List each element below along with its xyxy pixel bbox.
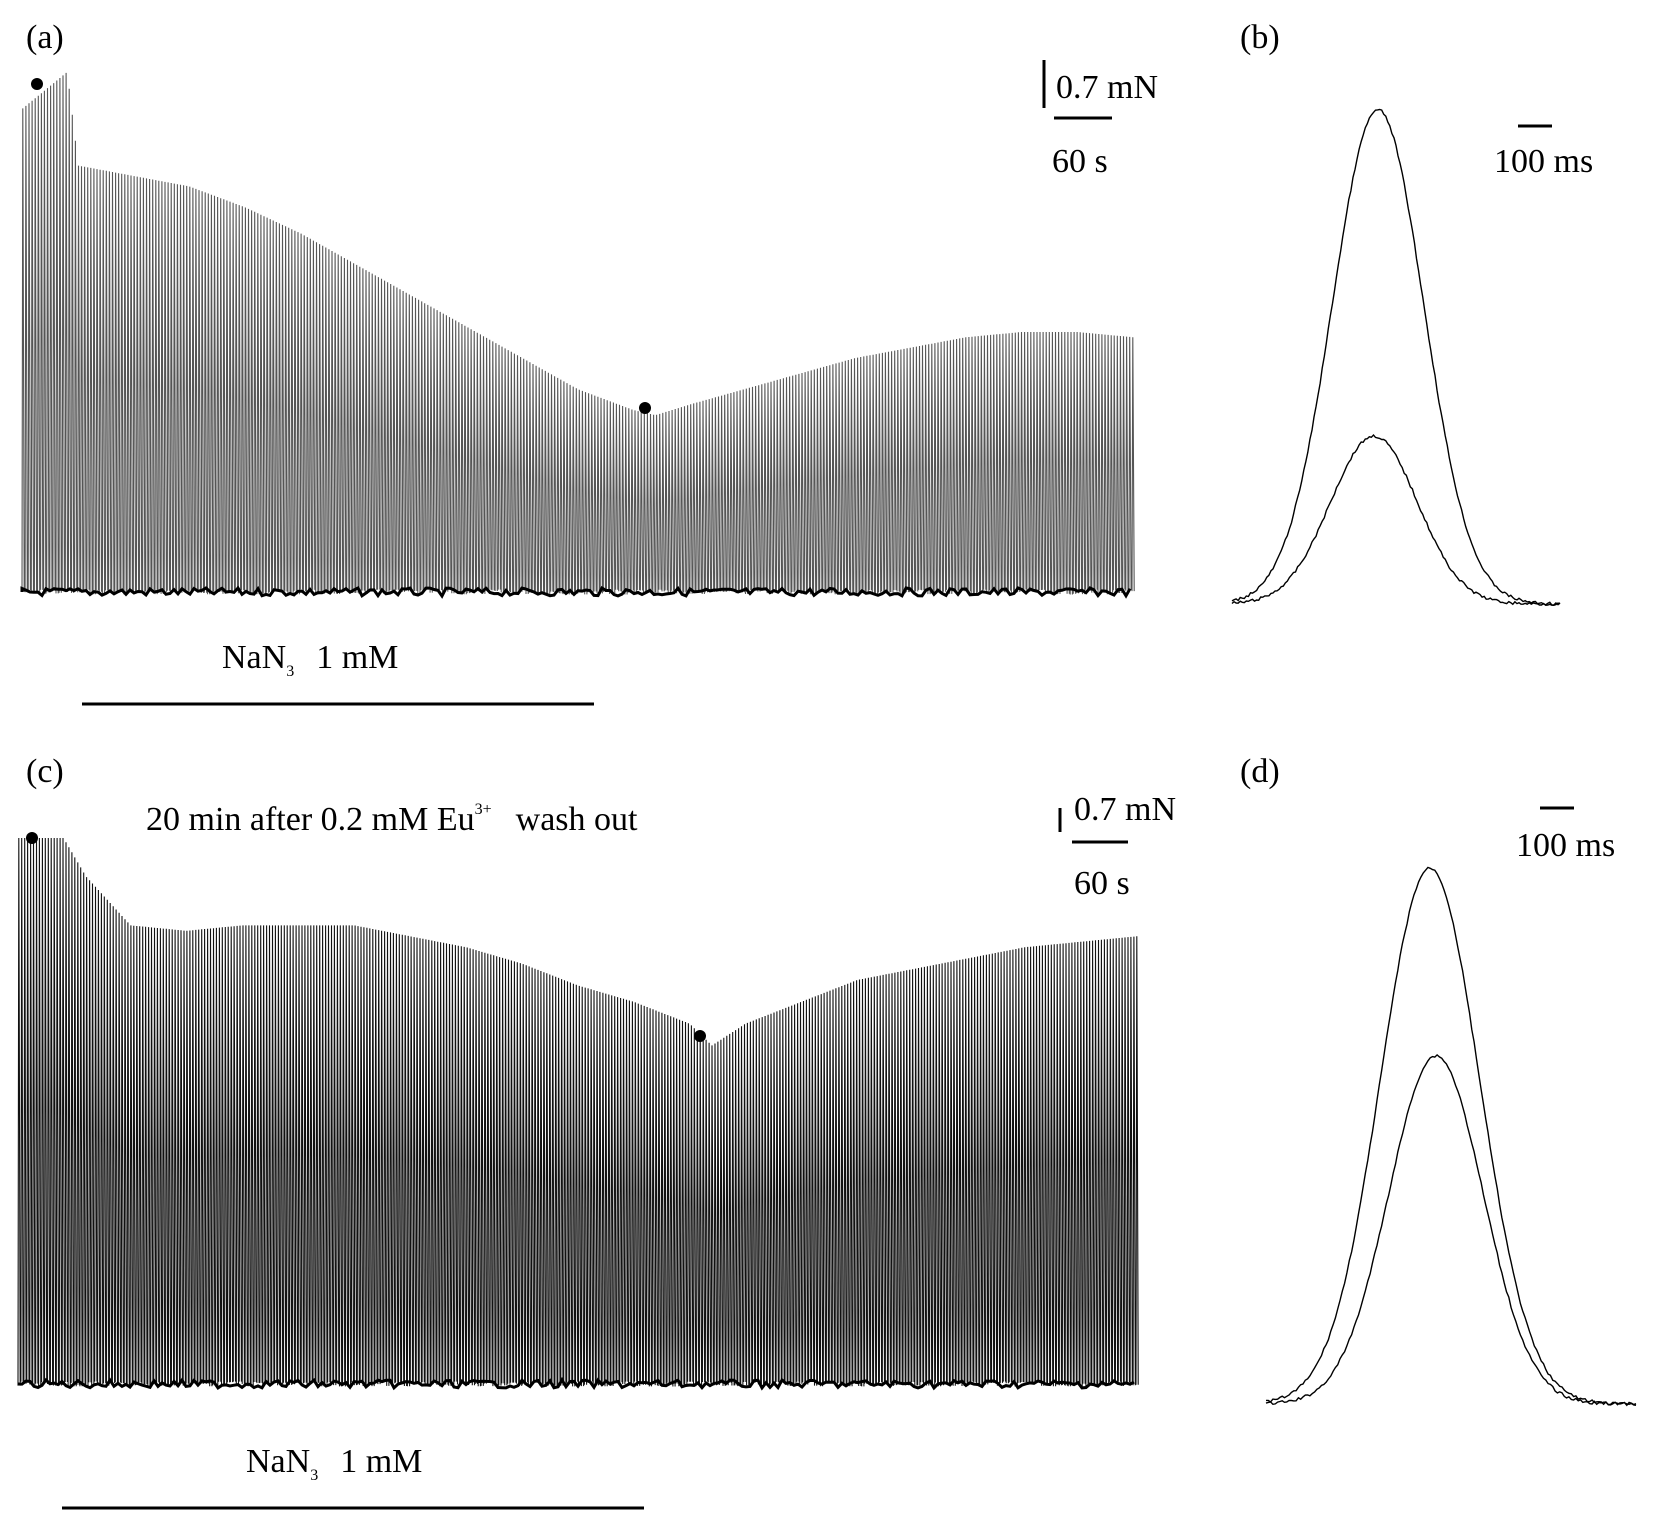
scalebar-a-time-label: 60 s — [1052, 143, 1108, 180]
marker-a-2 — [639, 402, 651, 414]
annotation-c: 20 min after 0.2 mM Eu3+ wash out — [146, 801, 638, 838]
scalebar-c-force-label: 0.7 mN — [1074, 791, 1176, 828]
marker-c-2 — [694, 1030, 706, 1042]
marker-c-1 — [26, 832, 38, 844]
treatment-c-label: NaN3 1 mM — [246, 1443, 422, 1484]
scalebar-c-time-label: 60 s — [1074, 865, 1130, 902]
trace-b — [1231, 108, 1561, 607]
trace-b-series-0 — [1231, 108, 1561, 606]
panel-label-b: (b) — [1240, 19, 1280, 56]
scalebar-d-time-label: 100 ms — [1516, 827, 1615, 864]
marker-a-1 — [31, 78, 43, 90]
trace-a — [20, 72, 1135, 599]
panel-label-a: (a) — [26, 19, 64, 56]
trace-c-baseline — [17, 1377, 1135, 1391]
scalebar-a-force-label: 0.7 mN — [1056, 69, 1158, 106]
treatment-a-label: NaN3 1 mM — [222, 639, 398, 680]
trace-c-twitches — [17, 837, 1139, 1387]
trace-c — [17, 837, 1139, 1391]
trace-b-series-1 — [1231, 433, 1561, 607]
panel-label-d: (d) — [1240, 753, 1280, 790]
scalebar-b-time-label: 100 ms — [1494, 143, 1593, 180]
trace-d-series-1 — [1265, 1053, 1637, 1406]
trace-a-twitches — [21, 72, 1135, 595]
trace-d — [1265, 866, 1637, 1407]
trace-a-baseline — [20, 585, 1132, 599]
trace-d-series-0 — [1266, 866, 1637, 1407]
panel-label-c: (c) — [26, 753, 64, 790]
